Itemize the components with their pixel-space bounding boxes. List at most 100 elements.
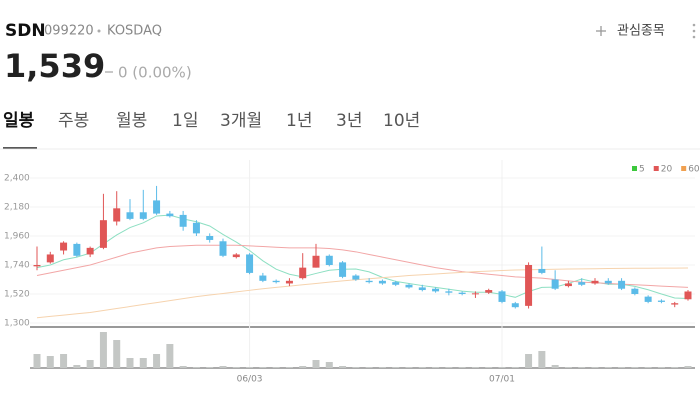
candle-body xyxy=(564,283,572,287)
y-tick-label: 1,740 xyxy=(4,261,30,271)
x-tick-label: 06/03 xyxy=(237,375,263,385)
candle-body xyxy=(432,288,440,292)
volume-bar xyxy=(591,367,599,368)
candle-body xyxy=(405,284,413,288)
candle-body xyxy=(219,241,227,256)
candle-body xyxy=(192,222,200,234)
tab[interactable]: 1일 xyxy=(172,111,198,131)
volume-bar xyxy=(60,354,68,368)
legend-label: 5 xyxy=(639,165,645,175)
candle-body xyxy=(126,212,134,219)
volume-bar xyxy=(86,360,94,368)
candle-body xyxy=(325,255,333,265)
watch-button[interactable]: 관심종목 xyxy=(596,24,665,39)
candle-body xyxy=(259,275,267,281)
volume-bar xyxy=(485,367,493,368)
volume-bar xyxy=(139,358,147,368)
y-tick-label: 1,960 xyxy=(4,232,30,242)
volume-bar xyxy=(418,367,426,368)
separator-dot xyxy=(97,29,101,33)
tab[interactable]: 일봉 xyxy=(3,111,35,131)
candle-body xyxy=(246,254,254,273)
candle-body xyxy=(591,280,599,284)
candle-body xyxy=(73,243,81,256)
candle-body xyxy=(604,280,612,284)
candle-body xyxy=(671,303,679,305)
volume-bar xyxy=(458,367,466,368)
legend-swatch xyxy=(681,166,687,171)
volume-bar xyxy=(365,367,373,368)
legend-swatch xyxy=(653,166,659,171)
volume-bar xyxy=(126,358,134,368)
tab[interactable]: 월봉 xyxy=(116,111,147,131)
tab[interactable]: 10년 xyxy=(383,111,420,131)
moving-average-line xyxy=(36,214,689,299)
tab[interactable]: 3년 xyxy=(336,111,362,131)
y-tick-label: 2,400 xyxy=(4,174,30,184)
price-chart: 1,300 1,520 1,740 1,960 2,180 2,400 06/03 07/01… xyxy=(0,148,700,385)
y-tick-label: 1,300 xyxy=(4,319,30,329)
candle-body xyxy=(153,200,161,214)
volume-bar xyxy=(219,366,227,368)
candle-body xyxy=(578,282,586,285)
volume-bar xyxy=(378,367,386,368)
tab[interactable]: 1년 xyxy=(286,111,312,131)
candle-body xyxy=(392,282,400,285)
candle-body xyxy=(631,288,639,294)
tab[interactable]: 주봉 xyxy=(58,111,89,131)
candle-body xyxy=(312,255,320,268)
tab[interactable]: 3개월 xyxy=(220,111,262,131)
legend-label: 20 xyxy=(661,165,673,175)
menu-dot xyxy=(692,29,696,33)
candle-body xyxy=(299,267,307,279)
candle-body xyxy=(684,291,692,300)
volume-bar xyxy=(73,365,81,368)
market: KOSDAQ xyxy=(107,24,162,39)
menu-dot xyxy=(692,35,696,39)
candle-body xyxy=(511,303,519,308)
volume-bar xyxy=(644,367,652,368)
y-tick-label: 2,180 xyxy=(4,203,30,213)
candle-body xyxy=(86,247,94,255)
candle-body xyxy=(551,279,559,289)
candle-body xyxy=(365,280,373,283)
price: 1,539 xyxy=(4,47,105,85)
candle-body xyxy=(538,268,546,273)
more-menu[interactable] xyxy=(692,23,696,39)
volume-bar xyxy=(259,367,267,368)
candle-body xyxy=(232,254,240,258)
candle-body xyxy=(352,275,360,280)
candle-body xyxy=(46,254,54,263)
watch-label: 관심종목 xyxy=(617,24,665,39)
candle-body xyxy=(498,291,506,302)
volume-bar xyxy=(325,362,333,368)
moving-average-line xyxy=(36,244,689,288)
candle-body xyxy=(378,280,386,284)
volume-bar xyxy=(113,340,121,368)
volume-bar xyxy=(339,366,347,368)
x-tick-label: 07/01 xyxy=(489,375,515,385)
volume-bar xyxy=(99,332,107,368)
volume-bar xyxy=(299,366,307,368)
volume-bar xyxy=(46,356,54,368)
stock-name: SDN xyxy=(5,21,46,41)
volume-bar xyxy=(684,366,692,368)
candle-body xyxy=(485,290,493,293)
volume-bar xyxy=(432,367,440,368)
volume-bar xyxy=(246,367,254,368)
volume-bar xyxy=(551,365,559,368)
candle-body xyxy=(644,296,652,302)
legend-label: 60 xyxy=(688,165,700,175)
candle-body xyxy=(99,220,107,248)
volume-bar xyxy=(206,367,214,368)
candle-body xyxy=(33,265,41,267)
tab-bar: 일봉 주봉 월봉 1일 3개월 1년 3년 10년 xyxy=(3,111,420,131)
volume-bar xyxy=(538,351,546,368)
volume-bar xyxy=(312,360,320,368)
candle-body xyxy=(471,293,479,295)
volume-bar xyxy=(232,367,240,368)
candle-body xyxy=(525,265,533,306)
moving-average-line xyxy=(36,267,689,319)
